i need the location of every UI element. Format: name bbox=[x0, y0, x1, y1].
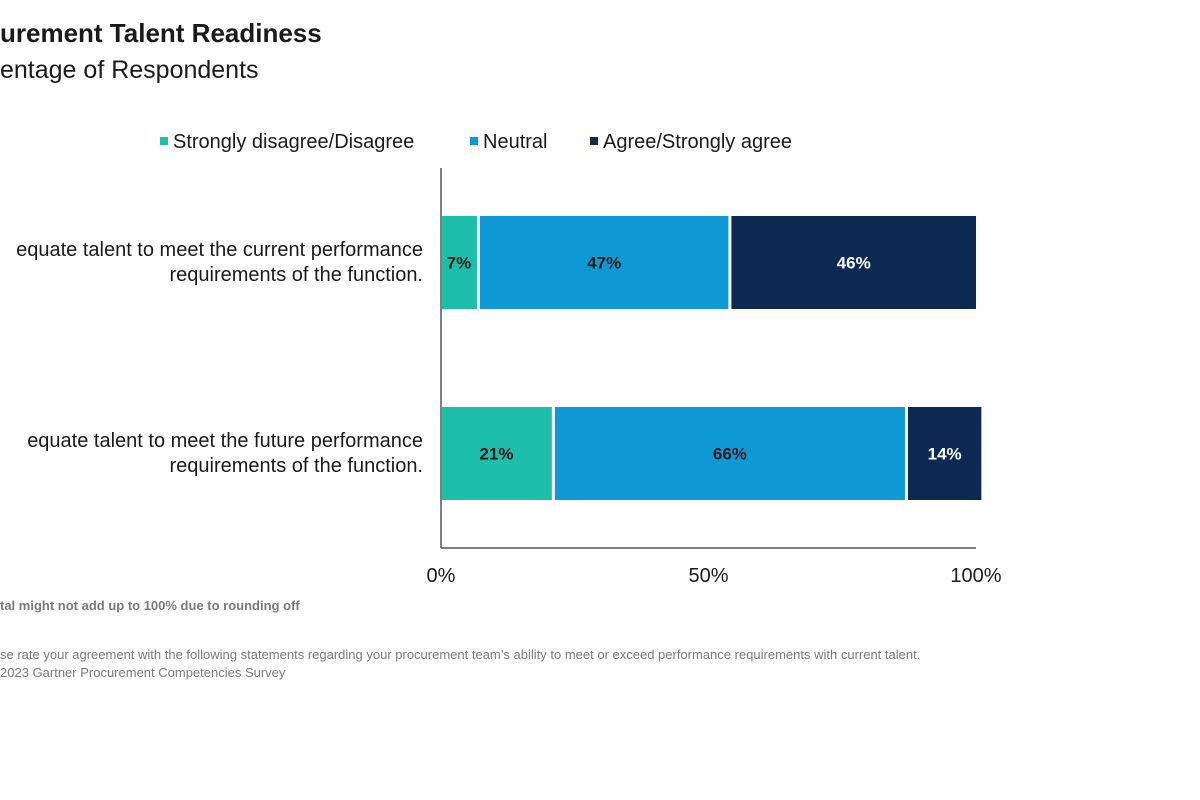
footnote-rounding: tal might not add up to 100% due to roun… bbox=[0, 598, 300, 613]
legend-label: Agree/Strongly agree bbox=[603, 131, 792, 153]
data-label: 66% bbox=[713, 445, 747, 464]
legend-swatch bbox=[470, 137, 478, 145]
category-label: requirements of the function. bbox=[170, 264, 423, 286]
chart-title: urement Talent Readiness bbox=[0, 18, 322, 48]
category-label: equate talent to meet the current perfor… bbox=[16, 239, 423, 261]
x-tick-label: 50% bbox=[688, 565, 728, 587]
footnote-question: se rate your agreement with the followin… bbox=[0, 647, 921, 662]
legend-label: Strongly disagree/Disagree bbox=[173, 131, 414, 153]
data-label: 21% bbox=[479, 445, 513, 464]
bar-segment bbox=[907, 407, 982, 500]
data-label: 14% bbox=[928, 445, 962, 464]
bar-segment bbox=[731, 216, 976, 309]
chart-subtitle: entage of Respondents bbox=[0, 56, 259, 84]
x-tick-label: 0% bbox=[427, 565, 456, 587]
bar-segment bbox=[441, 216, 477, 309]
legend-label: Neutral bbox=[483, 131, 547, 153]
bar-segment bbox=[554, 407, 905, 500]
legend-swatch bbox=[590, 137, 598, 145]
data-label: 7% bbox=[447, 254, 472, 273]
x-tick-label: 100% bbox=[950, 565, 1001, 587]
category-label: equate talent to meet the future perform… bbox=[27, 430, 423, 452]
legend-swatch bbox=[160, 137, 168, 145]
bar-segment bbox=[479, 216, 729, 309]
category-label: requirements of the function. bbox=[170, 455, 423, 477]
footnote-source: 2023 Gartner Procurement Competencies Su… bbox=[0, 665, 286, 680]
data-label: 46% bbox=[837, 254, 871, 273]
data-label: 47% bbox=[587, 254, 621, 273]
bar-segment bbox=[441, 407, 552, 500]
